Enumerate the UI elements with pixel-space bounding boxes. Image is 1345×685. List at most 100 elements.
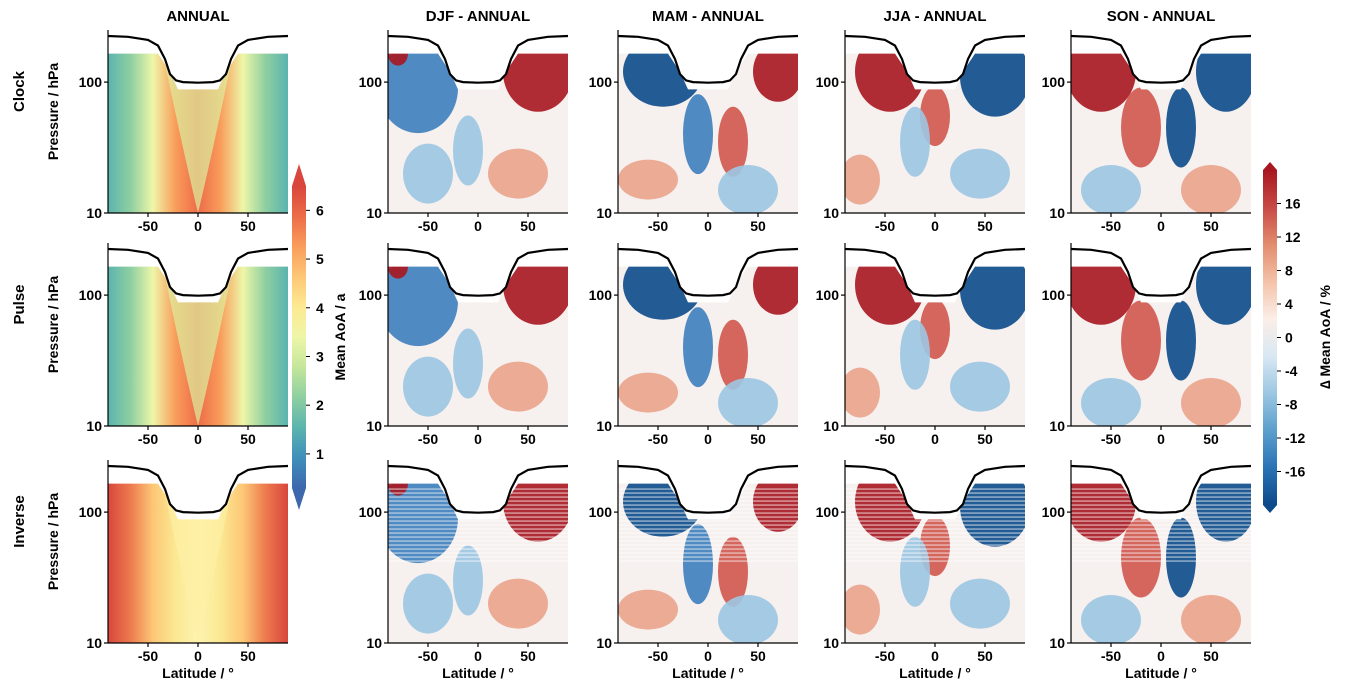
y-axis-label: Pressure / hPa <box>45 493 61 590</box>
y-tick-label: 100 <box>589 287 613 303</box>
colorbar-tick-label: 0 <box>1285 330 1293 346</box>
anomaly-region <box>960 466 1025 547</box>
row-label-inverse: Inverse <box>11 495 28 548</box>
colorbar-extend-top <box>1263 162 1277 170</box>
colorbar-absolute-bar <box>292 186 306 488</box>
anomaly-region <box>618 159 678 200</box>
anomaly-region <box>683 94 713 175</box>
mask-region <box>845 30 1025 90</box>
x-tick-label: -50 <box>875 648 895 664</box>
mask-region <box>845 460 1025 520</box>
y-tick-label: 10 <box>596 418 612 434</box>
anomaly-region <box>403 356 453 417</box>
y-axis-label: Pressure / hPa <box>45 63 61 160</box>
anomaly-region <box>388 256 458 347</box>
anomaly-region <box>488 578 548 629</box>
anomaly-region <box>950 578 1010 629</box>
anomaly-region <box>950 361 1010 412</box>
tropopause-line <box>108 247 288 297</box>
x-tick-label: 50 <box>240 648 256 664</box>
tropopause-line <box>618 247 798 297</box>
panel-clock-son: 10 100 -50 0 50 <box>1042 30 1251 234</box>
anomaly-region <box>683 524 713 605</box>
tropical-tongue <box>163 53 233 213</box>
panel-inverse-son: 10 100 -50 0 50 Latitude / ° <box>1042 460 1251 681</box>
anomaly-region <box>718 377 778 426</box>
panel-clock-mam: 10 100 -50 0 50 <box>589 30 798 234</box>
colorbar-tick-label: 16 <box>1285 196 1301 212</box>
anomaly-region <box>1166 300 1196 381</box>
colorbar-tick-label: 8 <box>1285 263 1293 279</box>
anomaly-region <box>900 536 930 607</box>
mask-region <box>108 243 288 303</box>
anomaly-region <box>403 143 453 204</box>
anomaly-region <box>1121 300 1161 381</box>
column-title-mam: MAM - ANNUAL <box>652 8 764 25</box>
x-tick-label: 0 <box>931 431 939 447</box>
x-tick-label: 50 <box>1203 431 1219 447</box>
y-tick-label: 10 <box>823 418 839 434</box>
anomaly-region <box>388 43 458 134</box>
colorbar-difference: 16 12 8 4 0 -4 -8 -12 -16 ∆ Mean AoA / % <box>1263 162 1333 513</box>
panel-clock-annual: 10 100 -50 0 50 Pressure / hPa <box>45 30 288 234</box>
colorbar-tick-label: 4 <box>316 300 324 316</box>
tropopause-line <box>1071 464 1251 514</box>
anomaly-region <box>900 106 930 177</box>
anomaly-region <box>453 328 483 399</box>
y-tick-label: 10 <box>86 205 102 221</box>
y-tick-label: 10 <box>596 205 612 221</box>
y-tick-label: 100 <box>79 504 103 520</box>
anomaly-region <box>960 36 1025 117</box>
mask-region <box>1071 30 1251 90</box>
column-titles: ANNUAL DJF - ANNUAL MAM - ANNUAL JJA - ANNU… <box>166 8 1215 25</box>
tropopause-line <box>1071 247 1251 297</box>
colorbar-extend-bottom <box>292 488 306 510</box>
x-tick-label: -50 <box>418 648 438 664</box>
y-tick-label: 10 <box>1049 418 1065 434</box>
colorbar-tick-label: 3 <box>316 348 324 364</box>
anomaly-region <box>845 154 880 205</box>
colorbar-difference-bar <box>1263 170 1277 505</box>
column-title-son: SON - ANNUAL <box>1107 8 1216 25</box>
anomaly-region <box>488 361 548 412</box>
x-tick-label: 50 <box>750 431 766 447</box>
x-tick-label: -50 <box>138 431 158 447</box>
y-tick-label: 100 <box>589 74 613 90</box>
tropopause-line <box>388 247 568 297</box>
x-tick-label: 0 <box>474 648 482 664</box>
mask-region <box>618 460 798 520</box>
colorbar-tick-label: -4 <box>1285 363 1298 379</box>
x-tick-label: -50 <box>648 648 668 664</box>
x-tick-label: 0 <box>931 218 939 234</box>
x-tick-label: -50 <box>418 431 438 447</box>
x-axis-label: Latitude / ° <box>1125 665 1197 681</box>
colorbar-tick-label: 5 <box>316 251 324 267</box>
x-tick-label: 0 <box>931 648 939 664</box>
column-title-jja: JJA - ANNUAL <box>883 8 986 25</box>
anomaly-region <box>718 319 748 390</box>
anomaly-region <box>950 148 1010 199</box>
tropopause-line <box>388 34 568 84</box>
anomaly-region <box>718 594 778 643</box>
anomaly-region <box>618 589 678 630</box>
y-tick-label: 10 <box>823 205 839 221</box>
y-tick-label: 10 <box>823 635 839 651</box>
tropical-tongue <box>163 266 233 426</box>
y-axis-label: Pressure / hPa <box>45 276 61 373</box>
colorbar-absolute: 1 2 3 4 5 6 Mean AoA / a <box>292 164 348 510</box>
tropopause-line <box>108 464 288 514</box>
y-tick-label: 100 <box>589 504 613 520</box>
x-tick-label: 0 <box>194 431 202 447</box>
row-label-pulse: Pulse <box>11 284 28 324</box>
x-tick-label: -50 <box>1101 648 1121 664</box>
y-tick-label: 10 <box>86 635 102 651</box>
anomaly-region <box>753 254 798 315</box>
panel-pulse-jja: 10 100 -50 0 50 <box>816 243 1025 447</box>
x-tick-label: -50 <box>648 431 668 447</box>
panel-inverse-jja: 10 100 -50 0 50 Latitude / ° <box>816 460 1025 681</box>
x-tick-label: -50 <box>1101 218 1121 234</box>
panel-inverse-mam: 10 100 -50 0 50 Latitude / ° <box>589 460 798 681</box>
y-tick-label: 10 <box>1049 635 1065 651</box>
mask-region <box>845 243 1025 303</box>
